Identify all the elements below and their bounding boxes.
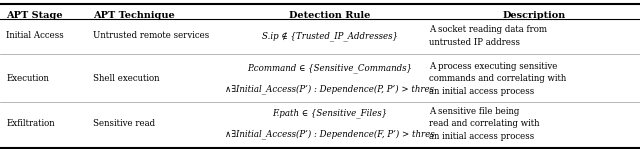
Text: ∧∃Initial_Access(P’) : Dependence(P, P’) > thres: ∧∃Initial_Access(P’) : Dependence(P, P’)…: [225, 84, 434, 94]
Text: Execution: Execution: [6, 74, 49, 83]
Text: A process executing sensitive
commands and correlating with
an initial access pr: A process executing sensitive commands a…: [429, 62, 566, 96]
Text: A sensitive file being
read and correlating with
an initial access process: A sensitive file being read and correlat…: [429, 107, 540, 141]
Text: ∧∃Initial_Access(P’) : Dependence(F, P’) > thres: ∧∃Initial_Access(P’) : Dependence(F, P’)…: [225, 129, 435, 139]
Text: Untrusted remote services: Untrusted remote services: [93, 31, 209, 40]
Text: APT Stage: APT Stage: [6, 11, 63, 20]
Text: Exfiltration: Exfiltration: [6, 119, 55, 128]
Text: F.path ∈ {Sensitive_Files}: F.path ∈ {Sensitive_Files}: [272, 108, 387, 118]
Text: Sensitive read: Sensitive read: [93, 119, 155, 128]
Text: P.command ∈ {Sensitive_Commands}: P.command ∈ {Sensitive_Commands}: [247, 64, 412, 73]
Text: A socket reading data from
untrusted IP address: A socket reading data from untrusted IP …: [429, 25, 547, 46]
Text: Shell execution: Shell execution: [93, 74, 159, 83]
Text: Description: Description: [503, 11, 566, 20]
Text: S.ip ∉ {Trusted_IP_Addresses}: S.ip ∉ {Trusted_IP_Addresses}: [262, 31, 397, 41]
Text: APT Technique: APT Technique: [93, 11, 175, 20]
Text: Initial Access: Initial Access: [6, 31, 64, 40]
Text: Detection Rule: Detection Rule: [289, 11, 371, 20]
